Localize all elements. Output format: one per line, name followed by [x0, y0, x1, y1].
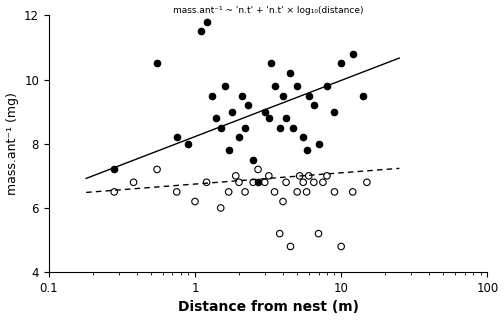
Point [358, 93, 366, 98]
Point [302, 189, 310, 195]
Point [212, 116, 220, 121]
Point [173, 189, 181, 195]
Point [286, 71, 294, 76]
Point [153, 167, 161, 172]
Point [363, 180, 371, 185]
Point [241, 189, 249, 195]
Point [331, 189, 339, 195]
Point [349, 189, 357, 195]
Point [217, 125, 225, 130]
Title: mass.ant⁻¹ ~ 'n.t' + 'n.t' × log₁₀(distance): mass.ant⁻¹ ~ 'n.t' + 'n.t' × log₁₀(dista… [173, 5, 363, 14]
Point [153, 61, 161, 66]
Point [203, 19, 211, 24]
Point [254, 167, 262, 172]
Point [276, 231, 284, 236]
Point [310, 103, 318, 108]
Point [276, 125, 284, 130]
Point [337, 61, 345, 66]
Point [299, 180, 307, 185]
Point [293, 84, 301, 89]
Point [305, 173, 313, 179]
Point [296, 173, 304, 179]
Point [319, 180, 327, 185]
Point [323, 84, 331, 89]
Point [289, 125, 297, 130]
Point [184, 141, 193, 146]
Point [314, 141, 323, 146]
Point [208, 93, 216, 98]
Point [130, 180, 138, 185]
Point [254, 180, 262, 185]
Point [191, 199, 199, 204]
Point [305, 93, 313, 98]
Point [241, 125, 249, 130]
Point [244, 103, 252, 108]
Point [235, 180, 243, 185]
Point [225, 148, 233, 153]
Point [286, 244, 294, 249]
Point [302, 148, 310, 153]
Y-axis label: mass.ant⁻¹ (mg): mass.ant⁻¹ (mg) [6, 92, 19, 195]
Point [197, 29, 205, 34]
Point [282, 180, 290, 185]
Point [331, 109, 339, 114]
Point [323, 173, 331, 179]
Point [265, 116, 273, 121]
Point [310, 180, 318, 185]
Point [249, 180, 257, 185]
Point [299, 135, 307, 140]
Point [279, 199, 287, 204]
Point [221, 84, 229, 89]
Point [349, 51, 357, 56]
Point [249, 157, 257, 162]
Point [110, 167, 118, 172]
Point [228, 109, 236, 114]
Point [271, 189, 279, 195]
Point [232, 173, 240, 179]
Point [314, 231, 323, 236]
Point [265, 173, 273, 179]
Point [110, 189, 118, 195]
Point [235, 135, 243, 140]
Point [261, 180, 269, 185]
Point [279, 93, 287, 98]
Point [293, 189, 301, 195]
Point [173, 135, 181, 140]
Point [238, 93, 246, 98]
Point [267, 61, 275, 66]
Point [225, 189, 233, 195]
Point [282, 116, 290, 121]
Point [203, 180, 211, 185]
X-axis label: Distance from nest (m): Distance from nest (m) [177, 300, 358, 315]
Point [217, 205, 225, 211]
Point [261, 109, 269, 114]
Point [271, 84, 279, 89]
Point [337, 244, 345, 249]
